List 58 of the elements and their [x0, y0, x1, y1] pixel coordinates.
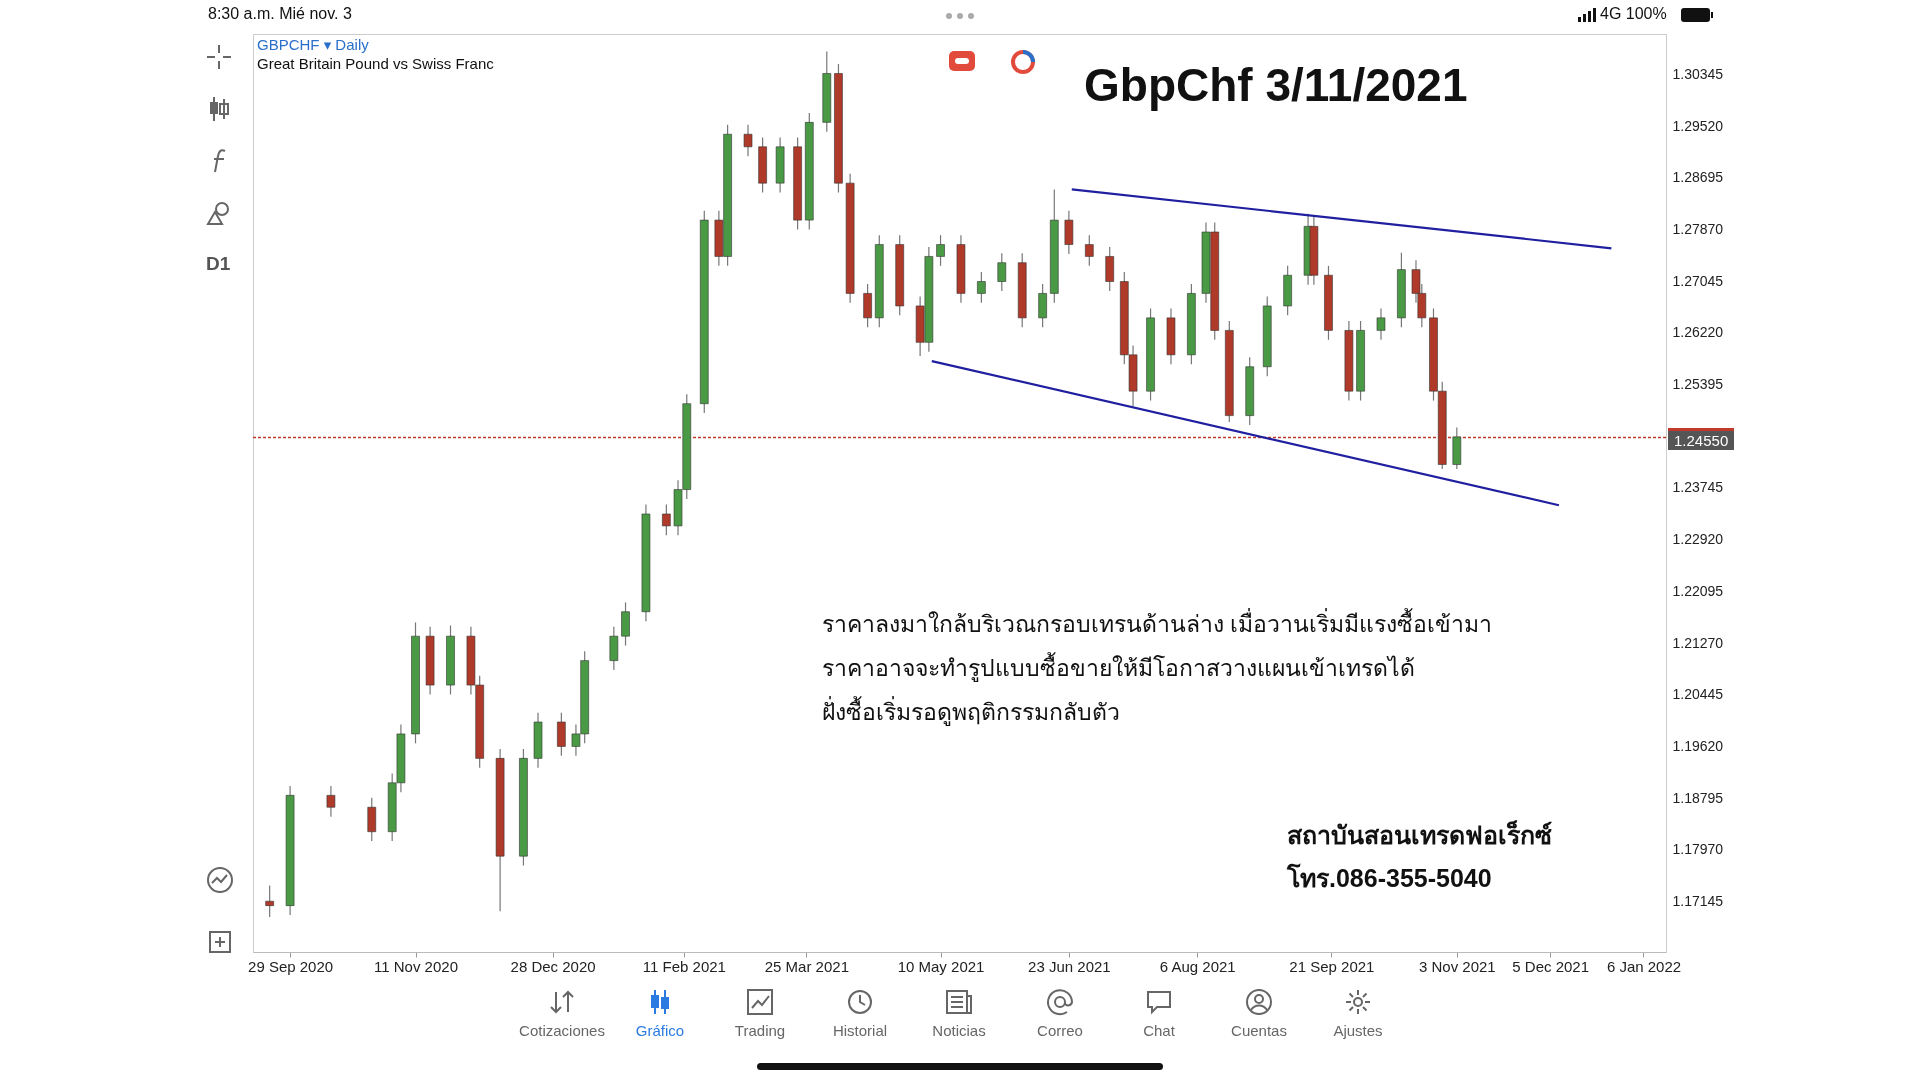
x-tick-label: 25 Mar 2021 [764, 957, 849, 975]
x-tick-label: 11 Nov 2020 [374, 957, 458, 975]
candlestick [997, 252, 1007, 292]
x-tick-label: 6 Aug 2021 [1159, 957, 1236, 975]
x-tick-label: 6 Jan 2022 [1606, 957, 1682, 975]
annotation: GBPCHF ▾ Daily [257, 36, 369, 54]
text: 8:30 a.m. Mié nov. 3 [208, 5, 352, 23]
annotation: สถาบันสอนเทรดฟอเร็กซ์ [1287, 819, 1552, 851]
candlestick [936, 234, 945, 267]
annotation: ราคาอาจจะทำรูปแบบซื้อขายให้มีโอกาสวางแผนเข้าเทรดได้ [822, 651, 1415, 684]
text: Noticias [932, 1022, 986, 1039]
text: 4G 100% [1600, 5, 1667, 23]
y-tick-label: 1.22920 [1672, 531, 1724, 548]
candlestick [743, 124, 753, 157]
y-tick-label: 1.30345 [1672, 65, 1724, 82]
candlestick [977, 271, 986, 304]
annotation: ราคาลงมาใกล้บริเวณกรอบเทรนด้านล่าง เมื่อวานเริ่มมีแรงซื้อเข้ามา [822, 607, 1493, 639]
x-tick-label: 23 Jun 2021 [1028, 957, 1111, 975]
annotation: โทร.086-355-5040 [1287, 862, 1492, 894]
y-tick-label: 1.21270 [1672, 634, 1724, 651]
y-tick-label: 1.25395 [1672, 376, 1724, 393]
x-tick-label: 29 Sep 2020 [248, 957, 334, 975]
candlestick [265, 884, 274, 918]
y-tick-label: 1.29520 [1672, 117, 1724, 134]
text: Chat [1143, 1022, 1175, 1039]
text: Correo [1037, 1022, 1083, 1039]
x-tick-label: 11 Feb 2021 [642, 957, 726, 975]
y-tick-label: 1.26220 [1672, 324, 1724, 341]
x-tick-label: 3 Nov 2021 [1418, 957, 1496, 975]
text: Cotizaciones [519, 1022, 605, 1039]
text: Great Britain Pound vs Swiss Franc [257, 55, 494, 72]
y-tick-label: 1.23745 [1672, 479, 1724, 496]
text: GbpChf 3/11/2021 [1084, 58, 1468, 112]
x-tick-label: 10 May 2021 [897, 957, 985, 975]
candlestick [662, 503, 671, 536]
text: Trading [734, 1022, 786, 1039]
y-tick-label: 1.22095 [1672, 582, 1724, 599]
x-tick-label: 21 Sep 2021 [1289, 957, 1375, 975]
annotation: ฝั่งซื้อเริ่มรอดูพฤติกรรมกลับตัว [822, 695, 1120, 728]
text: D1 [206, 253, 231, 275]
y-tick-label: 1.28695 [1672, 169, 1724, 186]
y-tick-label: 1.27870 [1672, 221, 1724, 238]
candlestick [1085, 234, 1094, 267]
x-tick-label: 28 Dec 2020 [510, 957, 596, 975]
candlestick [1376, 307, 1386, 341]
x-tick-label: 5 Dec 2021 [1512, 957, 1590, 975]
text: Historial [832, 1022, 888, 1039]
y-tick-label: 1.19620 [1672, 737, 1724, 754]
text: Cuentas [1231, 1022, 1287, 1039]
y-tick-label: 1.17970 [1672, 841, 1724, 858]
y-tick-label: 1.27045 [1672, 272, 1724, 289]
candlestick [326, 785, 336, 818]
ref-line-label: 1.24550 [1668, 427, 1735, 450]
text: Ajustes [1333, 1022, 1383, 1039]
y-tick-label: 1.18795 [1672, 789, 1724, 806]
y-tick-label: 1.20445 [1672, 686, 1724, 703]
y-tick-label: 1.17145 [1672, 893, 1724, 910]
text: Gráfico [635, 1022, 685, 1039]
